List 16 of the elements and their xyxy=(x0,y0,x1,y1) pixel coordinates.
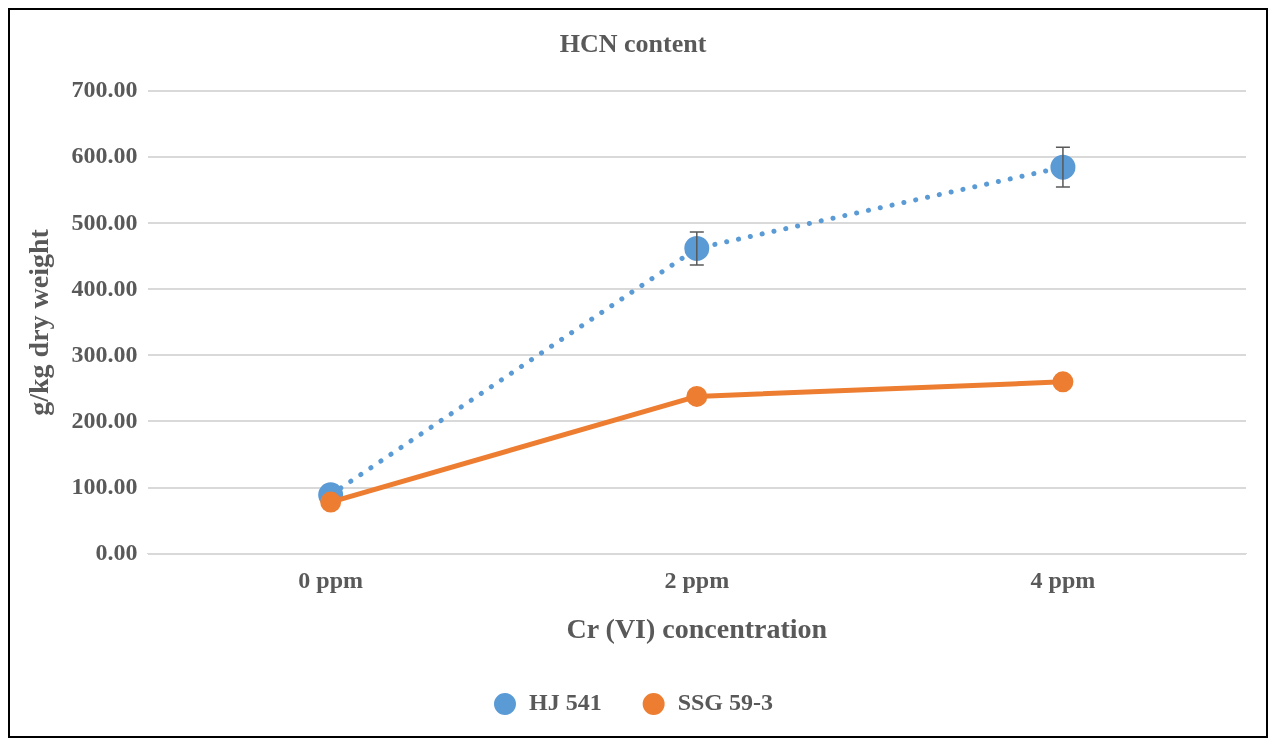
x-axis-title: Cr (VI) concentration xyxy=(566,613,828,645)
legend-label: HJ 541 xyxy=(528,689,602,716)
y-tick-label: 600.00 xyxy=(71,142,138,169)
y-tick-label: 200.00 xyxy=(71,406,138,433)
y-tick-label: 0.00 xyxy=(95,538,138,565)
y-axis-title: g/kg dry weight xyxy=(23,228,55,416)
y-tick-label: 500.00 xyxy=(71,208,138,235)
y-tick-label: 300.00 xyxy=(71,340,138,367)
y-tick-label: 400.00 xyxy=(71,274,138,301)
x-tick-label: 4 ppm xyxy=(1030,567,1096,594)
y-tick-label: 700.00 xyxy=(71,76,138,103)
legend-label: SSG 59-3 xyxy=(677,689,774,716)
chart-title: HCN content xyxy=(559,29,707,59)
x-tick-label: 0 ppm xyxy=(298,567,364,594)
y-tick-label: 100.00 xyxy=(71,472,138,499)
x-tick-label: 2 ppm xyxy=(664,567,730,594)
